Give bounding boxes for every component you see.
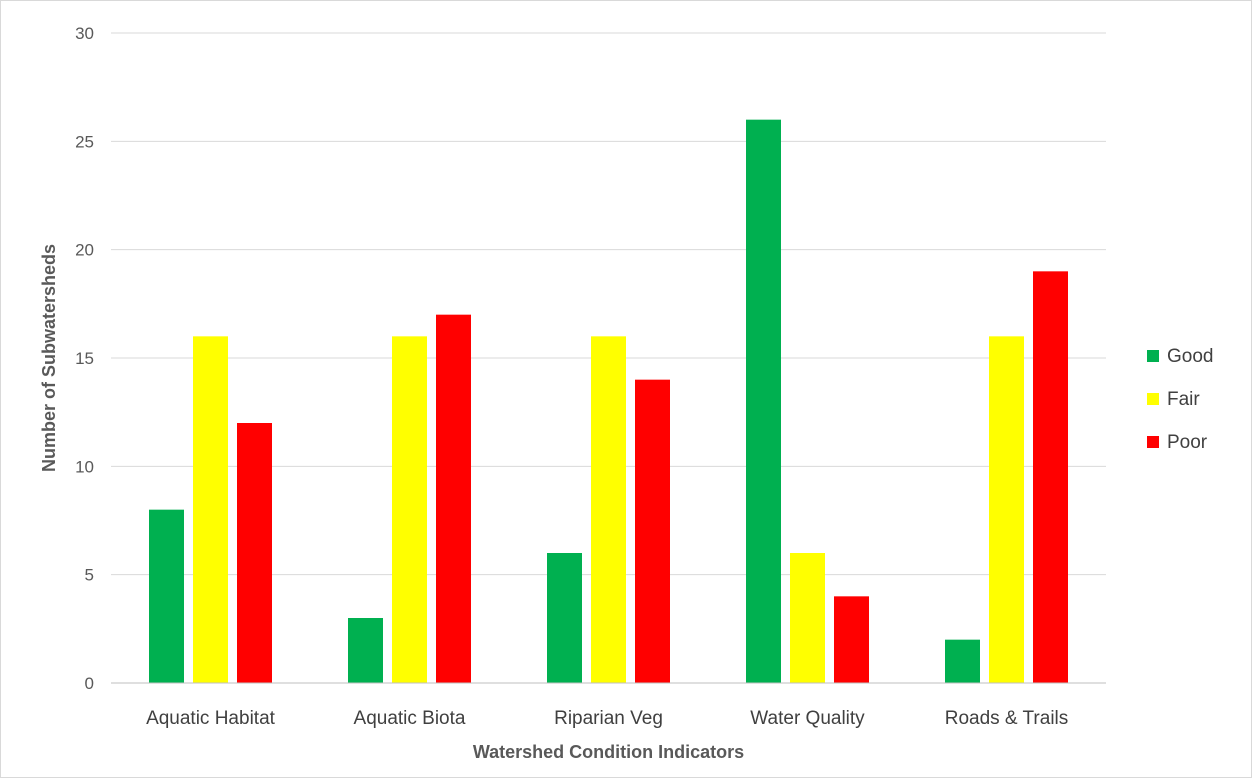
x-category-label: Water Quality (750, 708, 865, 729)
bar-good (348, 618, 383, 683)
legend-label-good: Good (1167, 346, 1213, 367)
bar-poor (436, 314, 471, 683)
bar-fair (392, 336, 427, 683)
x-category-label: Roads & Trails (945, 708, 1069, 729)
legend-label-fair: Fair (1167, 389, 1200, 410)
bar-fair (193, 336, 228, 683)
bar-fair (790, 553, 825, 683)
x-category-label: Aquatic Biota (354, 708, 466, 729)
legend: Good Fair Poor (1147, 346, 1213, 453)
y-tick-label: 15 (75, 349, 94, 368)
y-axis-title: Number of Subwatersheds (39, 244, 59, 472)
legend-label-poor: Poor (1167, 432, 1208, 453)
y-axis-ticks: 0 5 10 15 20 25 30 (75, 24, 94, 693)
legend-swatch-poor (1147, 436, 1159, 448)
bar-good (149, 509, 184, 683)
y-tick-label: 20 (75, 241, 94, 260)
y-tick-label: 0 (85, 674, 94, 693)
bar-poor (237, 423, 272, 683)
bar-fair (591, 336, 626, 683)
bar-poor (635, 379, 670, 683)
y-tick-label: 5 (85, 566, 94, 585)
x-category-label: Riparian Veg (554, 708, 663, 729)
bar-fair (989, 336, 1024, 683)
bar-poor (834, 596, 869, 683)
legend-swatch-fair (1147, 393, 1159, 405)
y-tick-label: 25 (75, 132, 94, 151)
x-axis-categories: Aquatic Habitat Aquatic Biota Riparian Veg… (146, 708, 1068, 729)
y-tick-label: 10 (75, 457, 94, 476)
bar-poor (1033, 271, 1068, 683)
bars (149, 119, 1068, 683)
bar-good (746, 119, 781, 683)
bar-good (547, 553, 582, 683)
y-tick-label: 30 (75, 24, 94, 43)
bar-good (945, 639, 980, 683)
x-category-label: Aquatic Habitat (146, 708, 276, 729)
legend-swatch-good (1147, 350, 1159, 362)
x-axis-title: Watershed Condition Indicators (473, 742, 744, 762)
